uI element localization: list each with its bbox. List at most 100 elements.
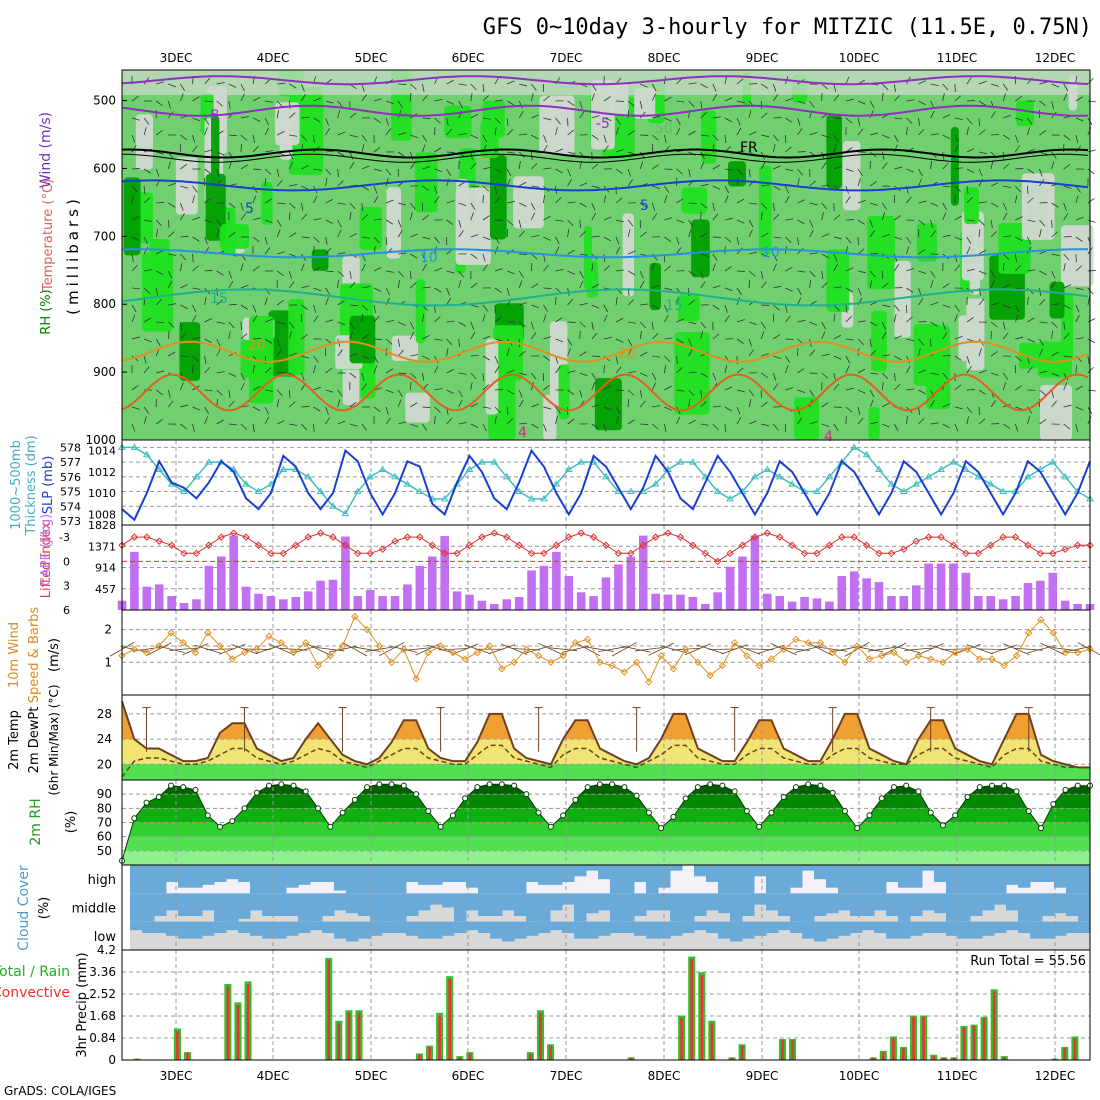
cape-bar [403,584,412,610]
wind-barb [567,100,575,106]
wind-barb [531,163,538,170]
wind-speed-point [473,648,482,657]
cloud-cover-bar [250,921,263,936]
cloud-cover-bar [1054,865,1067,888]
precip-tick-label: 0.84 [89,1031,116,1045]
lifted-index-point [143,533,151,541]
wind-barb [664,287,673,291]
contour-label: 4 [824,429,833,445]
wind-barb [966,406,973,414]
wind-barb [143,236,148,245]
wind-barb [688,299,696,306]
wind-barb [869,338,872,347]
wind-barb [506,348,510,357]
wind-barb [265,389,274,392]
cloud-cover-bar [850,921,863,933]
wind-barb [567,229,570,238]
wind-barb [277,202,286,205]
wind-barb [470,403,479,408]
wind-barb [736,219,745,224]
wind-barb [531,423,539,429]
thickness-point [825,472,834,480]
wind-speed-point [277,638,285,647]
wind-barb [494,388,503,391]
wind-barb [966,355,970,364]
wind-barb [482,185,490,192]
rh-point [694,784,701,791]
wind-barb [325,406,329,415]
thickness-point [577,458,586,465]
wind-barb [1051,270,1056,279]
wind-barb [216,82,225,85]
lifted-index-point [577,529,585,537]
rh-point [658,825,665,832]
wind-barb [434,267,443,272]
wind-barb [857,368,866,374]
wind-barb [1002,382,1007,391]
thickness-point [316,487,325,495]
wind-barb [1063,213,1069,221]
cloud-cover-bar [922,893,935,911]
cloud-cover-bar [250,865,263,894]
wind-barb [555,219,564,222]
wind-barb [603,96,611,102]
wind-speed-point [1074,648,1082,657]
rh-point [315,805,322,812]
wind-barb [867,646,896,652]
wind-barb [579,302,588,306]
rh-point [217,823,224,830]
thickness-point [626,487,635,495]
wind-speed-point [767,655,776,663]
wind-barb [651,83,657,92]
wind-barb [458,338,460,347]
wind-speed-point [400,645,408,653]
wind-barb [1051,202,1059,208]
wind-barb [918,80,926,85]
wind-barb [543,117,552,121]
wind-barb [700,151,705,160]
wind-barb [639,400,646,408]
cloud-cover-bar [154,893,167,916]
wind-barb [906,338,915,342]
cloud-cover-bar [862,893,875,916]
wind-speed-point [694,658,702,667]
rh-patch [249,316,274,404]
cloud-cover-bar [1066,865,1079,894]
wind-barb [615,168,623,174]
bottom-date-labels: 3DEC 4DEC 5DEC 6DEC 7DEC 8DEC 9DEC 10DEC 11DEC 12… [160,1069,1076,1083]
wind-barb [434,126,436,136]
precip-label-2: Convective [0,985,70,1001]
wind-barb [1039,321,1048,324]
cloud-cover-bar [454,921,467,933]
wind-barb [966,77,972,85]
wind-barb [857,100,866,105]
wind-barb [833,214,841,221]
wind-barb [373,267,382,272]
bottom-date-label: 4DEC [257,1069,290,1083]
wind-barb [700,232,708,238]
wind-barb [676,416,681,425]
wind-barb [301,185,309,190]
wind-barb [1039,419,1047,425]
wind-barb [773,214,780,221]
wind-barb [313,117,321,123]
wind-barb [1002,423,1011,429]
wind-barb [458,321,466,327]
cloud-cover-bar [826,921,839,939]
wind-barb [168,202,176,208]
cloud-cover-bar [622,865,635,894]
wind-barb [567,348,571,357]
wind-barb [155,348,160,357]
wind-barb [833,144,837,153]
wind-barb [797,117,801,126]
wind-speed-point [412,674,420,683]
lifted-index-point [589,533,598,541]
cloud-cover-bar [262,921,275,939]
cloud-cover-bar [682,893,695,922]
wind-barb [761,232,769,238]
wind-barb [337,202,346,205]
cloud-cover-bar [658,865,671,888]
wind-barb [325,199,333,204]
wind-barb [192,423,195,432]
wind-barb [676,219,685,223]
